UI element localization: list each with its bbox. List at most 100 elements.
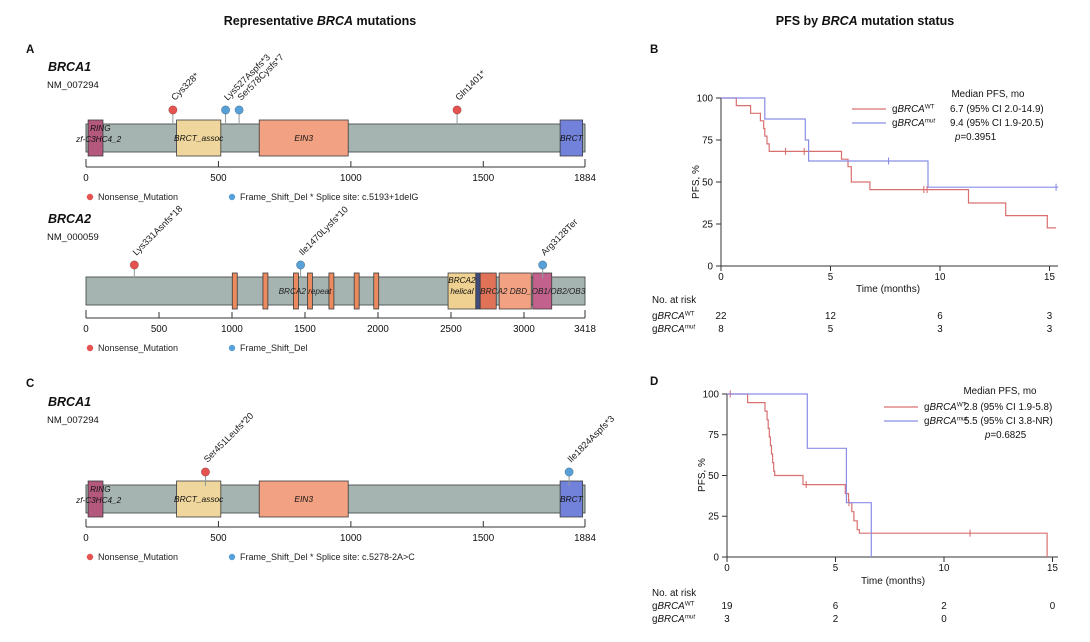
domain-label: BRCT [560, 494, 584, 504]
x-tick-label: 10 [939, 563, 950, 574]
panel-label-b: B [650, 44, 659, 56]
domain-label: zf-C3HC4_2 [75, 496, 121, 505]
legend-series-label: gBRCAmut [892, 118, 935, 130]
series-name-sup: mut [925, 118, 936, 125]
mutation-label: Ile1824Aspfs*3 [565, 414, 616, 465]
risk-row-label: gBRCAmut [652, 614, 695, 626]
series-name-prefix: g [652, 601, 657, 612]
legend-series-label: gBRCAWT [924, 402, 967, 414]
risk-count: 2 [833, 614, 838, 625]
series-name-prefix: g [924, 402, 929, 413]
domain-block [231, 272, 238, 310]
legend-header: Median PFS, mo [964, 386, 1038, 397]
y-axis-title: PFS, % [697, 458, 708, 492]
series-name-sup: mut [685, 614, 696, 621]
y-tick-label: 50 [702, 177, 713, 188]
domain-label: BRCA2 [448, 276, 476, 285]
gene-title-brca1-c: BRCA1 [48, 395, 92, 409]
series-name-gene: BRCA [657, 311, 685, 322]
domain-label: BRCT_assoc [174, 133, 224, 143]
axis-tick-label: 1000 [221, 324, 243, 335]
series-name-prefix: g [652, 324, 657, 335]
axis-tick-label: 3000 [513, 324, 535, 335]
domain-BRCT [559, 480, 584, 518]
axis-tick-label: 0 [83, 324, 89, 335]
series-name-gene: BRCA [897, 104, 925, 115]
mutation-label: Lys331Asnfs*18 [131, 204, 185, 258]
panel-label-c: C [26, 378, 35, 390]
series-name-prefix: g [924, 416, 929, 427]
domain-block [373, 272, 380, 310]
km-curve-WT [727, 393, 1048, 557]
legend-series-stat: 9.4 (95% CI 1.9-20.5) [950, 118, 1044, 129]
mutation-dot [129, 260, 139, 270]
p-value-number: =0.6825 [990, 430, 1026, 441]
axis-tick-label: 500 [151, 324, 168, 335]
transcript-brca1-a: NM_007294 [47, 80, 99, 91]
risk-row-label: gBRCAmut [652, 324, 695, 336]
domain-block [479, 272, 497, 310]
domain-label: EIN3 [294, 133, 313, 143]
panel-label-a: A [26, 44, 35, 56]
risk-count: 0 [941, 614, 947, 625]
series-name-sup: WT [925, 104, 935, 111]
splice-note: * Splice site: c.5193+1delG [310, 192, 418, 202]
domain-block [328, 272, 335, 310]
domain-block [307, 272, 313, 310]
legend-dot [86, 553, 94, 561]
km-curve-WT [721, 97, 1057, 229]
km-plot-panel-d: 0 25 50 75 100 0 5 10 15 PFS, % Time (months) Media… [652, 386, 1058, 625]
transcript-brca1-c: NM_007294 [47, 415, 99, 426]
legend-label: Frame_Shift_Del [240, 343, 308, 353]
axis-tick-label: 3418 [574, 324, 596, 335]
mutation-label: Arg3128Ter [539, 217, 580, 258]
mutation-dot [200, 467, 210, 477]
series-name-gene: BRCA [657, 324, 685, 335]
mutation-label: Gln1401* [453, 68, 487, 102]
domain-label: helical [450, 287, 473, 296]
axis-tick-label: 2500 [440, 324, 462, 335]
risk-count: 3 [937, 324, 943, 335]
mutation-dot [564, 467, 574, 477]
km-curve-mut [727, 393, 872, 557]
domain-BRCT_assoc [176, 119, 222, 157]
y-tick-label: 75 [702, 135, 713, 146]
domain-label: EIN3 [294, 494, 313, 504]
series-name-prefix: g [652, 614, 657, 625]
y-tick-label: 25 [708, 512, 719, 523]
left-title-suffix: mutations [353, 14, 417, 28]
mutation-dot [296, 260, 306, 270]
axis-tick-label: 0 [83, 533, 89, 544]
y-tick-label: 100 [697, 93, 714, 104]
legend-series-stat: 2.8 (95% CI 1.9-5.8) [964, 402, 1052, 413]
risk-count: 19 [722, 601, 733, 612]
y-tick-label: 0 [714, 552, 720, 563]
lollipop-brca2-panel-a: BRCA2 helical BRCA2 repeat BRCA2 DBD_OB1/OB… [83, 204, 596, 353]
left-title-gene: BRCA [316, 14, 353, 28]
right-title-suffix: mutation status [857, 14, 955, 28]
p-value-symbol: p [954, 132, 961, 143]
risk-count: 22 [716, 311, 727, 322]
risk-count: 12 [825, 311, 836, 322]
risk-row-label: gBRCAWT [652, 601, 695, 613]
mutation-dot [221, 105, 231, 115]
domain-BRCT_assoc [176, 480, 222, 518]
series-name-sup: WT [685, 311, 695, 318]
risk-count: 6 [833, 601, 839, 612]
lollipop-brca1-panel-c: RING zf-C3HC4_2 BRCT_assoc EIN3 BRCT Ser451Le… [75, 411, 616, 562]
axis-tick-label: 2000 [367, 324, 389, 335]
y-tick-label: 0 [708, 261, 714, 272]
transcript-brca2-a: NM_000059 [47, 232, 99, 243]
x-axis-title: Time (months) [861, 576, 925, 587]
axis-tick-label: 1500 [294, 324, 316, 335]
legend-label: Nonsense_Mutation [98, 192, 178, 202]
series-name-sup: mut [957, 416, 968, 423]
x-tick-label: 15 [1047, 563, 1058, 574]
x-tick-label: 0 [718, 272, 724, 283]
series-name-prefix: g [892, 104, 897, 115]
domain-label: RING [90, 485, 111, 494]
legend-label: Nonsense_Mutation [98, 343, 178, 353]
series-name-sup: WT [685, 601, 695, 608]
legend-dot [86, 344, 94, 352]
x-tick-label: 5 [828, 272, 834, 283]
